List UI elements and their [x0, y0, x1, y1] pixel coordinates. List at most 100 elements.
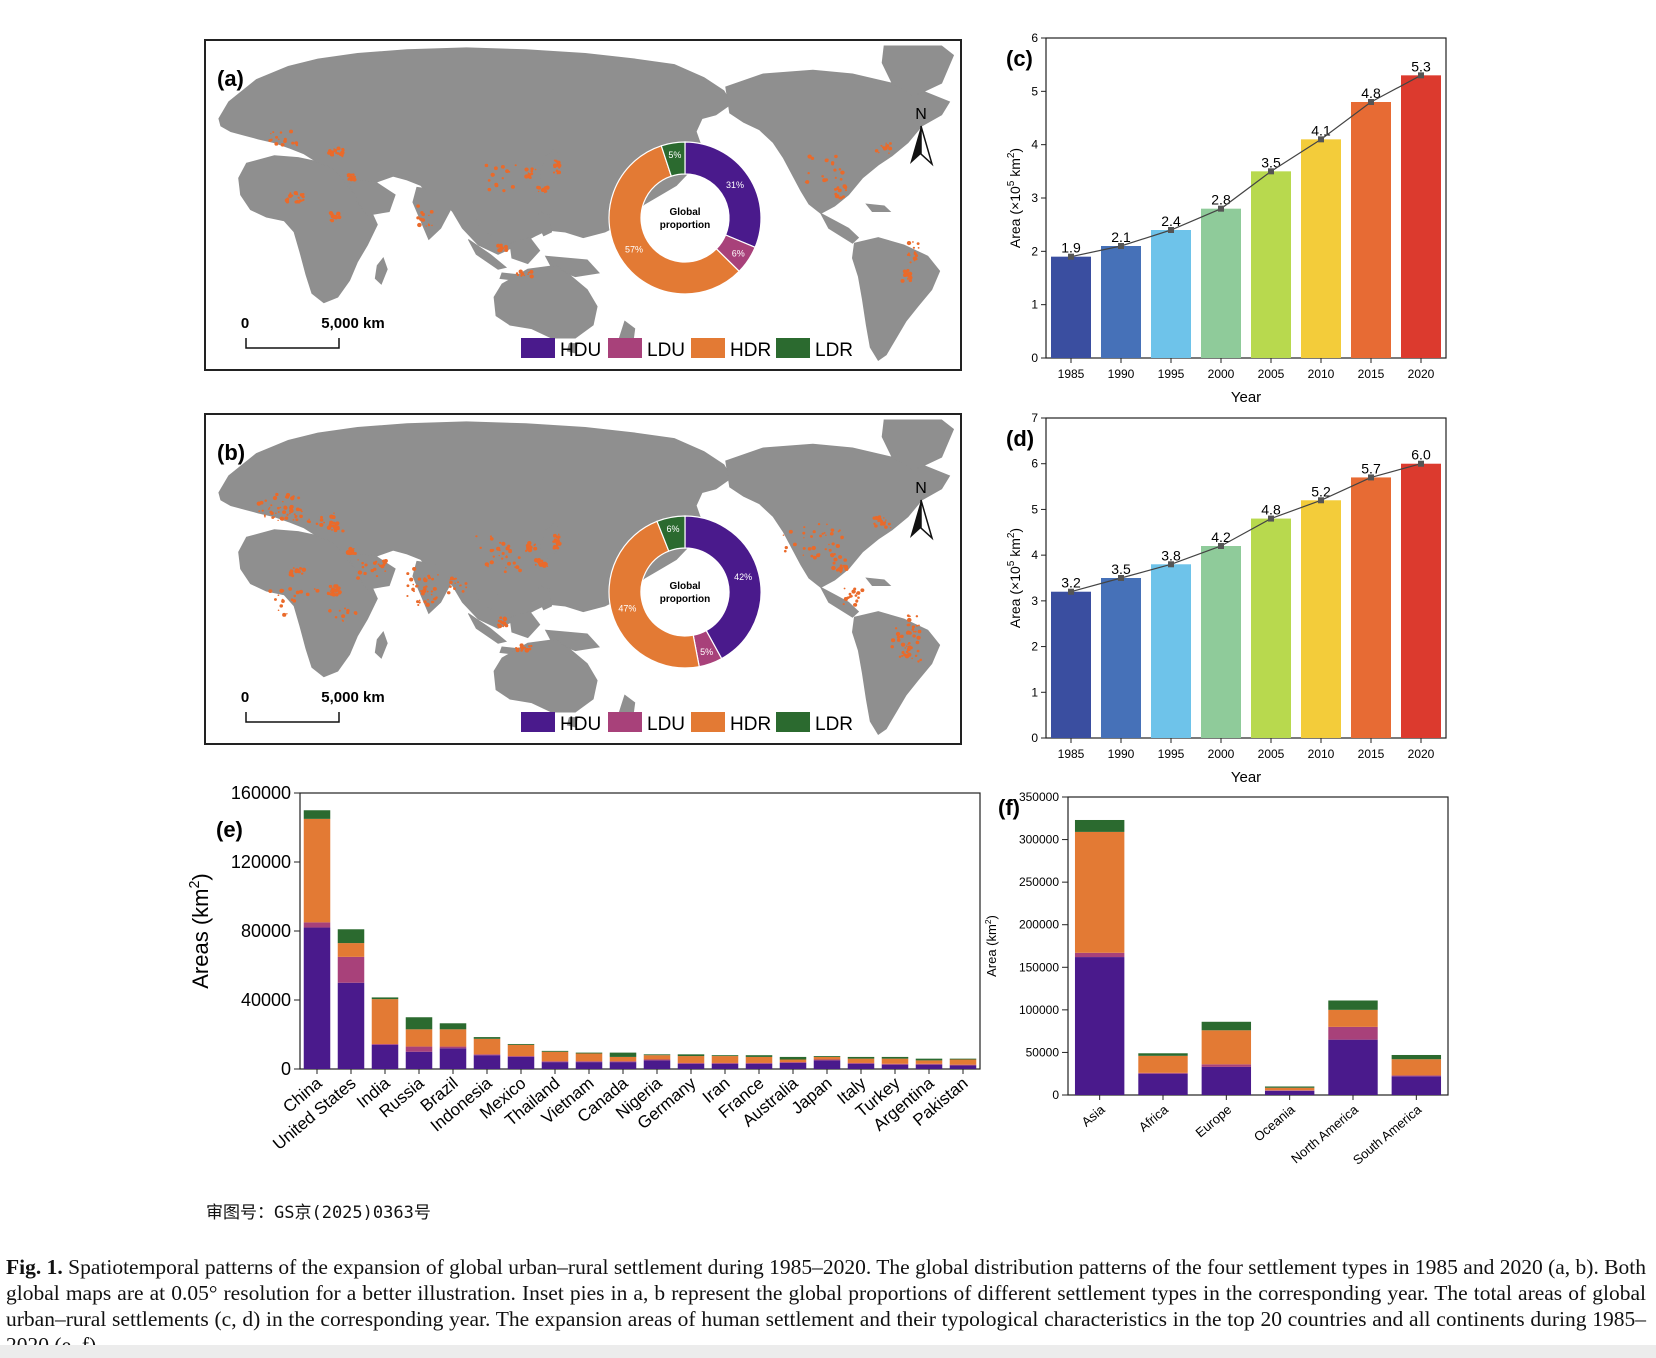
settlement-dot [502, 189, 506, 193]
settlement-dot [554, 159, 558, 163]
settlement-dot [823, 531, 826, 534]
settlement-dot [912, 634, 916, 638]
settlement-dot [449, 579, 451, 581]
settlement-dot [919, 658, 922, 662]
bar-segment-ldu [711, 1062, 739, 1064]
settlement-dot [855, 599, 859, 603]
settlement-dot [329, 590, 332, 592]
bar-segment-hdr [915, 1060, 943, 1064]
settlement-dot [323, 521, 326, 524]
settlement-dot [552, 546, 556, 550]
settlement-dot [830, 553, 835, 558]
settlement-dot [375, 574, 379, 578]
settlement-dot [518, 568, 522, 573]
bar-segment-ldr [609, 1052, 637, 1057]
bar-value-label: 5.2 [1311, 483, 1331, 499]
settlement-dot [912, 241, 914, 243]
settlement-dot [527, 271, 530, 274]
settlement-dot [812, 555, 817, 560]
settlement-dot [844, 189, 848, 192]
settlement-dot [850, 595, 853, 598]
settlement-dot [525, 648, 529, 652]
settlement-dot [331, 151, 334, 154]
settlement-dot [524, 174, 529, 179]
settlement-dot [902, 273, 908, 278]
settlement-dot [298, 590, 301, 592]
settlement-dot [487, 179, 491, 182]
bar-segment-ldu [303, 922, 331, 928]
settlement-dot [351, 173, 354, 176]
settlement-dot [900, 278, 905, 283]
settlement-dot [338, 609, 341, 612]
settlement-dot [502, 625, 505, 628]
settlement-dot [292, 567, 295, 569]
settlement-dot [860, 588, 865, 593]
settlement-dot [484, 163, 489, 168]
trend-point [1418, 460, 1424, 467]
settlement-dot [520, 274, 523, 277]
settlement-dot [340, 153, 344, 157]
settlement-dot [842, 603, 845, 606]
bar-segment-ldr [405, 1017, 433, 1030]
settlement-dot [343, 607, 347, 610]
landmass [509, 237, 541, 265]
y-tick-label: 2 [1031, 640, 1038, 654]
north-arrow-icon [910, 126, 921, 164]
pie-slice-hdr [608, 520, 700, 669]
settlement-dot [328, 523, 332, 526]
pie-center-subtitle: proportion [660, 220, 711, 231]
settlement-dot [423, 578, 428, 583]
y-tick-label: 7 [1031, 411, 1038, 425]
bar-segment-ldr [303, 810, 331, 819]
settlement-dot [802, 554, 805, 556]
settlement-dot [420, 591, 425, 596]
legend-label-hdr: HDR [730, 340, 771, 361]
settlement-dot [406, 584, 410, 588]
settlement-dot [329, 608, 332, 611]
settlement-dot [844, 597, 848, 602]
settlement-dot [497, 623, 500, 627]
settlement-dot [416, 216, 420, 220]
y-axis-title-superscript: 5 [1006, 560, 1017, 566]
bar-segment-hdr [949, 1059, 977, 1065]
settlement-dot [906, 268, 910, 272]
settlement-dot [406, 594, 409, 598]
settlement-dot [334, 615, 338, 619]
settlement-dot [528, 645, 531, 648]
pie-slice-label: 57% [625, 245, 643, 255]
settlement-dot [305, 592, 310, 597]
settlement-dot [879, 522, 883, 526]
settlement-dot [319, 522, 324, 527]
bar-segment-hdr [371, 999, 399, 1044]
settlement-dot [432, 586, 437, 591]
bar-segment-hdr [1074, 831, 1125, 953]
settlement-dot [824, 548, 827, 551]
settlement-dot [487, 187, 492, 192]
pie-slice-hdu [684, 141, 762, 249]
plot-frame [1067, 796, 1449, 1096]
settlement-dot [807, 547, 812, 551]
settlement-dot [887, 522, 891, 526]
settlement-dot [417, 222, 422, 228]
settlement-dot [294, 570, 296, 573]
settlement-dot [907, 252, 910, 255]
settlement-dot [831, 565, 836, 571]
pie-slice-label: 31% [726, 180, 744, 190]
settlement-dot [279, 506, 282, 509]
settlement-dot [535, 560, 537, 562]
landmass [881, 45, 955, 97]
bar-segment-hdu [303, 927, 331, 1069]
settlement-dot [842, 184, 847, 189]
settlement-dot [280, 142, 285, 147]
settlement-dot [346, 550, 350, 554]
settlement-dot [909, 261, 912, 264]
settlement-dot [527, 541, 532, 546]
pie-slice-label: 47% [618, 604, 636, 614]
pie-slice-label: 6% [666, 524, 679, 534]
settlement-dot [857, 596, 860, 599]
settlement-dot [277, 511, 280, 513]
settlement-dot [329, 219, 332, 222]
settlement-dot [838, 555, 843, 559]
trend-line [1070, 463, 1422, 593]
bar-segment-hdr [711, 1056, 739, 1063]
